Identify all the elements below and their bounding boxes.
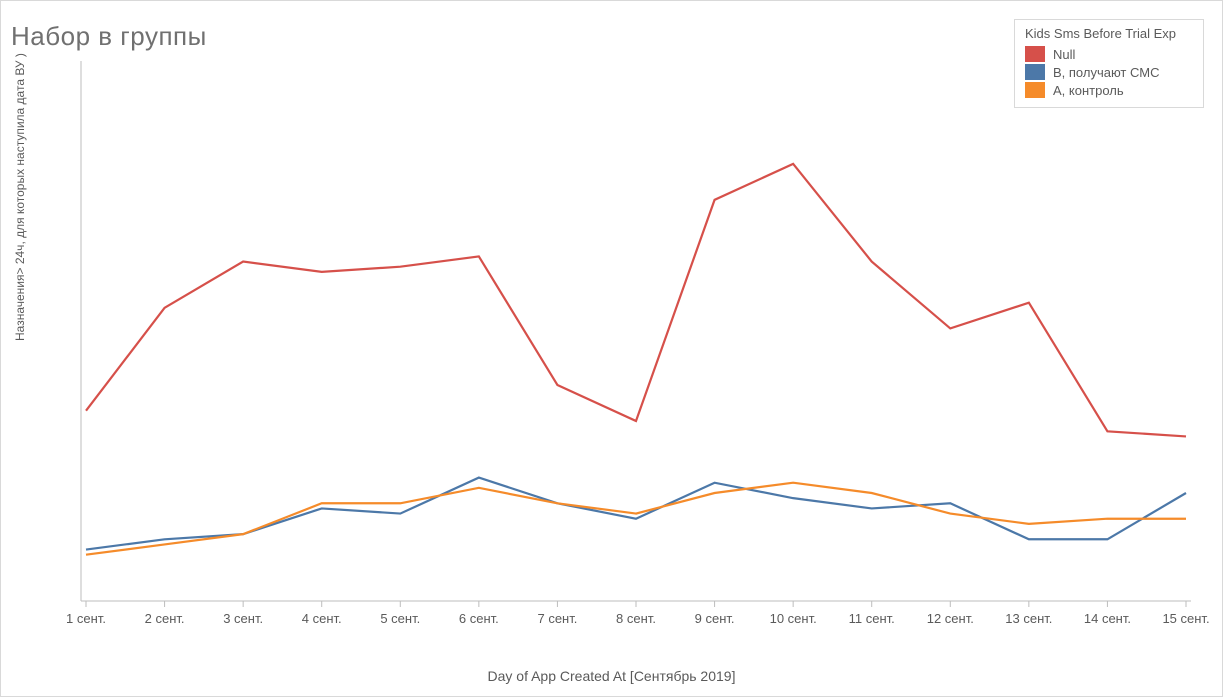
legend-swatch xyxy=(1025,82,1045,98)
x-tick-label: 5 сент. xyxy=(380,611,420,626)
x-axis-label: Day of App Created At [Сентябрь 2019] xyxy=(1,668,1222,684)
x-tick-label: 3 сент. xyxy=(223,611,263,626)
legend-item[interactable]: B, получают СМС xyxy=(1025,63,1193,81)
x-tick-label: 1 сент. xyxy=(66,611,106,626)
x-tick-label: 10 сент. xyxy=(770,611,817,626)
x-tick-label: 4 сент. xyxy=(302,611,342,626)
legend-label: A, контроль xyxy=(1053,83,1124,98)
plot-area[interactable]: 1 сент.2 сент.3 сент.4 сент.5 сент.6 сен… xyxy=(76,56,1196,621)
legend-title: Kids Sms Before Trial Exp xyxy=(1025,26,1193,41)
plot-svg xyxy=(76,56,1196,621)
legend-swatch xyxy=(1025,46,1045,62)
chart-container: Набор в группы Назначения> 24ч, для кото… xyxy=(0,0,1223,697)
x-tick-label: 11 сент. xyxy=(849,611,895,626)
x-tick-marks xyxy=(86,601,1186,607)
series-line[interactable] xyxy=(86,164,1186,437)
x-tick-label: 7 сент. xyxy=(537,611,577,626)
chart-title: Набор в группы xyxy=(11,21,207,52)
x-tick-label: 12 сент. xyxy=(927,611,974,626)
legend-items: Null B, получают СМС A, контроль xyxy=(1025,45,1193,99)
x-tick-label: 9 сент. xyxy=(695,611,735,626)
legend-item[interactable]: A, контроль xyxy=(1025,81,1193,99)
x-tick-label: 2 сент. xyxy=(145,611,185,626)
legend-swatch xyxy=(1025,64,1045,80)
legend: Kids Sms Before Trial Exp Null B, получаю… xyxy=(1014,19,1204,108)
legend-item[interactable]: Null xyxy=(1025,45,1193,63)
y-axis-label: Назначения> 24ч, для которых наступила д… xyxy=(13,53,27,341)
x-tick-label: 13 сент. xyxy=(1005,611,1052,626)
x-tick-label: 8 сент. xyxy=(616,611,656,626)
legend-label: B, получают СМС xyxy=(1053,65,1159,80)
x-tick-label: 6 сент. xyxy=(459,611,499,626)
series-group xyxy=(86,164,1186,555)
x-tick-label: 14 сент. xyxy=(1084,611,1131,626)
x-tick-label: 15 сент. xyxy=(1162,611,1209,626)
legend-label: Null xyxy=(1053,47,1075,62)
